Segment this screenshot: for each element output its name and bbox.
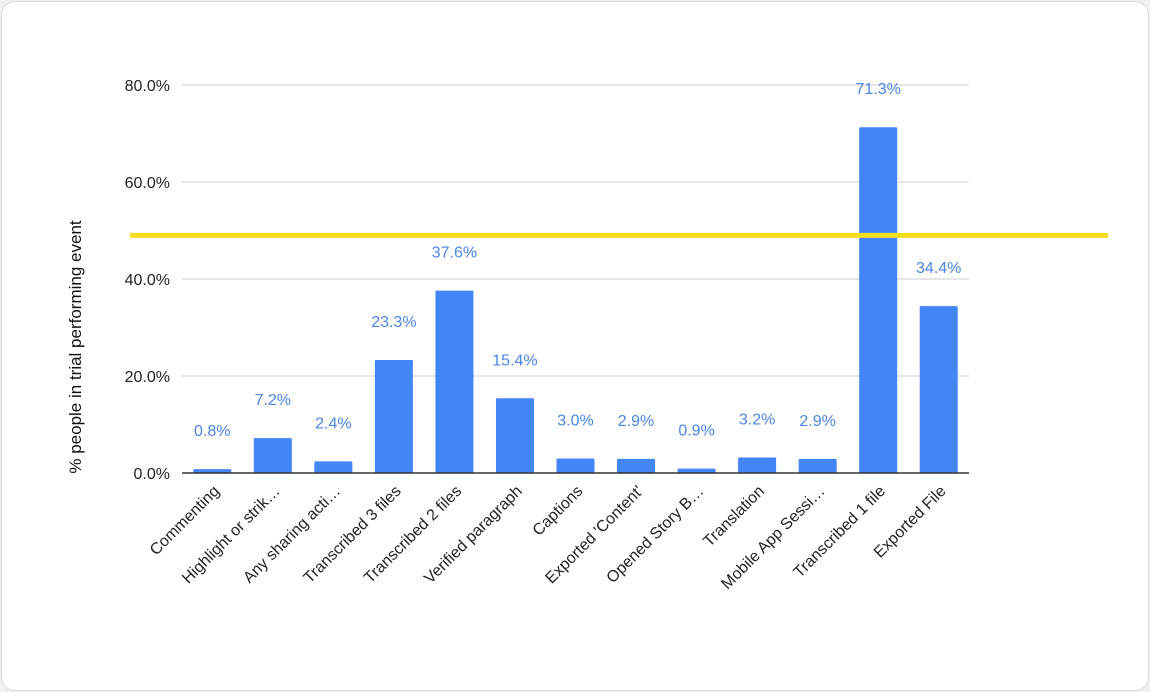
category-label: Mobile App Sessi… <box>718 483 828 593</box>
bar <box>617 458 656 473</box>
gridlines <box>182 84 969 377</box>
bar <box>556 458 595 473</box>
y-tick-label: 0.0% <box>134 466 170 483</box>
data-label: 2.4% <box>315 415 351 432</box>
data-label: 0.9% <box>678 423 714 440</box>
data-label: 34.4% <box>916 260 961 277</box>
data-label: 37.6% <box>432 245 477 262</box>
bar <box>253 438 292 473</box>
bar <box>677 468 716 473</box>
data-label: 0.8% <box>194 423 230 440</box>
bar <box>798 458 837 473</box>
y-tick-label: 20.0% <box>125 369 170 386</box>
data-label: 71.3% <box>856 81 901 98</box>
data-label: 2.9% <box>618 413 654 430</box>
data-label: 15.4% <box>492 352 537 369</box>
y-tick-label: 60.0% <box>125 175 170 192</box>
y-axis-title: % people in trial performing event <box>66 220 85 474</box>
bar <box>435 290 474 473</box>
data-labels: 0.8% 7.2% 2.4% 23.3% 37.6% 15.4% 3.0% 2.9% 0.9% 3… <box>194 81 961 440</box>
bar <box>495 398 534 473</box>
y-axis-ticks: 0.0% 20.0% 40.0% 60.0% 80.0% <box>125 78 170 483</box>
bar <box>314 461 353 473</box>
bar <box>738 457 777 473</box>
bar <box>374 359 413 473</box>
bars <box>193 127 958 473</box>
data-label: 2.9% <box>799 413 835 430</box>
data-label: 7.2% <box>255 392 291 409</box>
data-label: 3.0% <box>557 412 593 429</box>
category-label: Captions <box>530 483 587 540</box>
y-tick-label: 40.0% <box>125 272 170 289</box>
y-tick-label: 80.0% <box>125 78 170 95</box>
data-label: 23.3% <box>371 314 416 331</box>
bar <box>193 469 232 473</box>
data-label: 3.2% <box>739 411 775 428</box>
bar <box>919 306 958 473</box>
bar <box>859 127 898 473</box>
